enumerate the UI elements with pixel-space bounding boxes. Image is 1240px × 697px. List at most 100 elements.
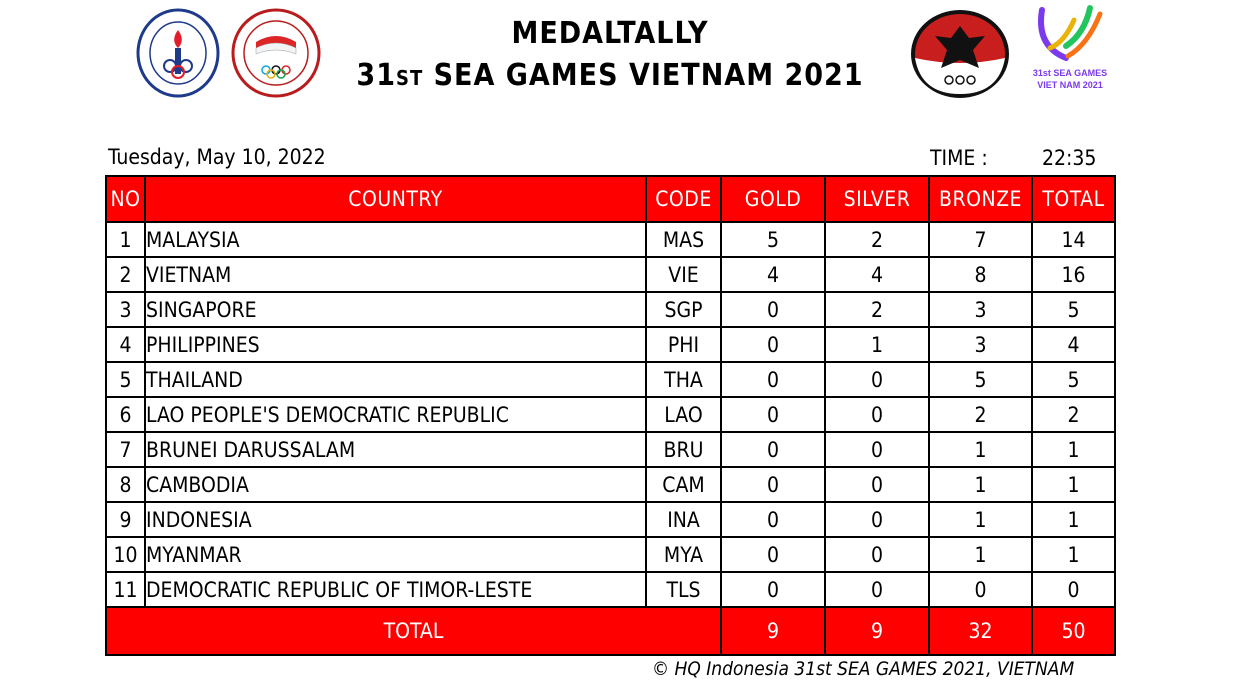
cell-country: PHILIPPINES: [144, 326, 647, 363]
table-row: 1 MALAYSIA MAS 5 2 7 14: [105, 221, 1116, 258]
cell-no: 3: [105, 291, 146, 328]
cell-silver: 2: [824, 291, 930, 328]
cell-silver: 0: [824, 536, 930, 573]
cell-country: SINGAPORE: [144, 291, 647, 328]
title-line2-rest: SEA GAMES VIETNAM 2021: [423, 58, 864, 93]
kemenpora-logo: [136, 8, 220, 98]
cell-bronze: 3: [928, 326, 1033, 363]
cell-country: LAO PEOPLE'S DEMOCRATIC REPUBLIC: [144, 396, 647, 433]
cell-gold: 0: [720, 291, 826, 328]
cell-country: BRUNEI DARUSSALAM: [144, 431, 647, 468]
table-row: 7 BRUNEI DARUSSALAM BRU 0 0 1 1: [105, 431, 1116, 468]
cell-gold: 0: [720, 326, 826, 363]
cell-bronze: 7: [928, 221, 1033, 258]
cell-no: 8: [105, 466, 146, 503]
cell-bronze: 1: [928, 536, 1033, 573]
column-header-silver: SILVER: [824, 175, 930, 223]
cell-gold: 0: [720, 466, 826, 503]
column-header-bronze: BRONZE: [928, 175, 1033, 223]
cell-code: LAO: [645, 396, 722, 433]
cell-gold: 5: [720, 221, 826, 258]
cell-silver: 4: [824, 256, 930, 293]
cell-gold: 0: [720, 396, 826, 433]
cell-code: MAS: [645, 221, 722, 258]
cell-total: 2: [1031, 396, 1116, 433]
cell-no: 6: [105, 396, 146, 433]
cell-code: PHI: [645, 326, 722, 363]
column-header-gold: GOLD: [720, 175, 826, 223]
cell-country: THAILAND: [144, 361, 647, 398]
cell-total: 4: [1031, 326, 1116, 363]
title-line2-prefix: 31: [356, 58, 396, 93]
column-header-code: CODE: [645, 175, 722, 223]
cell-total: 1: [1031, 536, 1116, 573]
cell-no: 10: [105, 536, 146, 573]
sea-games-logo: 31st SEA GAMES VIET NAM 2021: [1028, 4, 1112, 96]
cell-total: 5: [1031, 291, 1116, 328]
total-row: TOTAL 9 9 32 50: [105, 606, 1116, 656]
total-bronze: 32: [928, 606, 1033, 656]
table-row: 6 LAO PEOPLE'S DEMOCRATIC REPUBLIC LAO 0…: [105, 396, 1116, 433]
time-label: TIME :: [930, 146, 988, 170]
cell-total: 1: [1031, 501, 1116, 538]
cell-no: 5: [105, 361, 146, 398]
cell-country: VIETNAM: [144, 256, 647, 293]
column-header-no: NO: [105, 175, 146, 223]
cell-total: 0: [1031, 571, 1116, 608]
cell-bronze: 0: [928, 571, 1033, 608]
page-title: MEDALTALLY 31ST SEA GAMES VIETNAM 2021: [340, 14, 880, 100]
cell-silver: 0: [824, 396, 930, 433]
cell-gold: 0: [720, 571, 826, 608]
cell-gold: 0: [720, 361, 826, 398]
cell-bronze: 8: [928, 256, 1033, 293]
cell-gold: 0: [720, 536, 826, 573]
cell-total: 14: [1031, 221, 1116, 258]
table-row: 3 SINGAPORE SGP 0 2 3 5: [105, 291, 1116, 328]
cell-total: 1: [1031, 466, 1116, 503]
table-row: 4 PHILIPPINES PHI 0 1 3 4: [105, 326, 1116, 363]
table-row: 2 VIETNAM VIE 4 4 8 16: [105, 256, 1116, 293]
cell-silver: 0: [824, 571, 930, 608]
cell-silver: 0: [824, 466, 930, 503]
cell-total: 16: [1031, 256, 1116, 293]
table-row: 5 THAILAND THA 0 0 5 5: [105, 361, 1116, 398]
cell-gold: 4: [720, 256, 826, 293]
cell-code: SGP: [645, 291, 722, 328]
cell-code: INA: [645, 501, 722, 538]
cell-country: MYANMAR: [144, 536, 647, 573]
cell-no: 2: [105, 256, 146, 293]
table-row: 8 CAMBODIA CAM 0 0 1 1: [105, 466, 1116, 503]
table-row: 9 INDONESIA INA 0 0 1 1: [105, 501, 1116, 538]
cell-no: 11: [105, 571, 146, 608]
cell-no: 4: [105, 326, 146, 363]
cell-silver: 0: [824, 361, 930, 398]
svg-text:31st SEA GAMES: 31st SEA GAMES: [1033, 68, 1107, 78]
column-header-total: TOTAL: [1031, 175, 1116, 223]
cell-code: VIE: [645, 256, 722, 293]
cell-bronze: 1: [928, 466, 1033, 503]
tim-indonesia-logo: [909, 8, 1011, 100]
total-label: TOTAL: [105, 606, 722, 656]
cell-country: DEMOCRATIC REPUBLIC OF TIMOR-LESTE: [144, 571, 647, 608]
cell-silver: 0: [824, 501, 930, 538]
table-row: 11 DEMOCRATIC REPUBLIC OF TIMOR-LESTE TL…: [105, 571, 1116, 608]
cell-silver: 0: [824, 431, 930, 468]
copyright-footer: © HQ Indonesia 31st SEA GAMES 2021, VIET…: [652, 658, 1075, 680]
cell-silver: 2: [824, 221, 930, 258]
date-label: Tuesday, May 10, 2022: [108, 145, 326, 169]
cell-no: 7: [105, 431, 146, 468]
cell-code: TLS: [645, 571, 722, 608]
koi-logo: [228, 8, 324, 98]
table-row: 10 MYANMAR MYA 0 0 1 1: [105, 536, 1116, 573]
title-ordinal: ST: [395, 66, 424, 90]
medal-table: NO COUNTRY CODE GOLD SILVER BRONZE TOTAL…: [105, 175, 1116, 656]
time-value: 22:35: [1042, 146, 1097, 170]
cell-country: CAMBODIA: [144, 466, 647, 503]
cell-country: INDONESIA: [144, 501, 647, 538]
cell-no: 9: [105, 501, 146, 538]
cell-total: 5: [1031, 361, 1116, 398]
cell-code: BRU: [645, 431, 722, 468]
svg-text:VIET NAM 2021: VIET NAM 2021: [1037, 80, 1103, 90]
cell-country: MALAYSIA: [144, 221, 647, 258]
cell-bronze: 1: [928, 501, 1033, 538]
